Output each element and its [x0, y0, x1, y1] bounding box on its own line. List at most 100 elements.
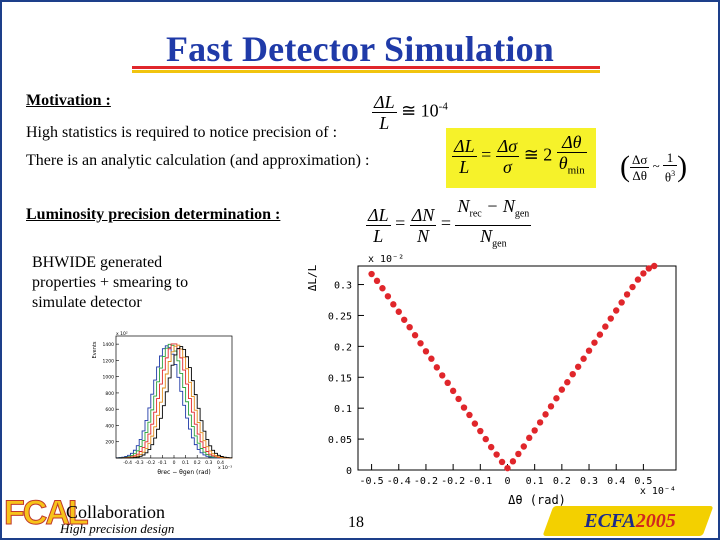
eq4-c-num-mid: − N — [481, 196, 515, 216]
data-point — [466, 411, 473, 419]
data-point — [482, 435, 489, 443]
data-point — [379, 285, 386, 292]
data-point — [574, 363, 582, 370]
eq2-mid-den: σ — [503, 156, 512, 177]
eq4-c-sub-gen: gen — [514, 208, 530, 220]
eq3-lhs-num: Δσ — [630, 151, 650, 168]
hist-x-axis-label: θrec − θgen (rad) — [157, 469, 210, 476]
eq4-b-den: N — [417, 225, 430, 246]
eq1-relation: ≅ 10 — [401, 100, 439, 121]
title-underline-red — [132, 66, 600, 69]
title-underline-yellow — [132, 70, 600, 73]
x-tick-label: -0.2 — [441, 476, 465, 487]
data-point — [520, 443, 527, 450]
data-point — [471, 420, 479, 427]
hist-y-tick-label: 1400 — [103, 342, 115, 348]
eq2-lhs-num: ΔL — [452, 135, 477, 157]
data-point — [373, 277, 381, 285]
data-point — [618, 299, 625, 306]
data-point — [504, 464, 511, 472]
data-point — [596, 331, 604, 338]
hist-x-tick-label: 0.3 — [205, 460, 212, 466]
data-point — [444, 379, 451, 387]
page-number: 18 — [348, 514, 364, 531]
x-tick-label: -0.4 — [387, 476, 411, 487]
data-point — [460, 404, 468, 411]
hist-x-tick-label: -0.3 — [135, 460, 144, 466]
data-point — [417, 340, 424, 347]
eq4-a-num: ΔL — [366, 204, 391, 226]
data-point — [411, 332, 419, 339]
data-point — [422, 348, 430, 355]
data-point — [498, 458, 506, 466]
hist-y-axis-label: Events — [92, 341, 98, 358]
bhwide-line-1: BHWIDE generated — [32, 254, 163, 271]
eq4-c-den: N — [480, 225, 493, 246]
hist-y-tick-label: 800 — [105, 391, 114, 397]
fcal-logo: FCAL — [4, 494, 90, 533]
data-point — [526, 434, 533, 442]
resolution-histogram-chart: 1400 1200 1000 800 600 400 200 -0.4 -0.3 -0.2 -0.1… — [90, 330, 240, 480]
eq2-rhs-den: θ — [558, 153, 568, 173]
x-axis-exponent: x 10⁻⁴ — [640, 486, 676, 497]
data-point — [487, 443, 495, 451]
high-stats-text: High statistics is required to notice pr… — [26, 124, 338, 141]
eq4-c-sub-rec: rec — [469, 208, 482, 220]
eq2-lhs-den: L — [459, 156, 470, 177]
data-point — [564, 379, 571, 386]
hist-x-tick-label: -0.1 — [158, 460, 167, 466]
collaboration-subtitle: High precision design — [60, 521, 175, 536]
eq1-numerator: ΔL — [372, 92, 397, 113]
data-point — [651, 262, 658, 270]
eq4-equals-2: = — [440, 213, 451, 234]
plot-frame — [357, 265, 677, 471]
data-point — [433, 364, 441, 371]
y-axis-label: ΔL/L — [306, 264, 319, 291]
data-point — [455, 395, 462, 403]
eq3-rhs-den: θ — [664, 169, 672, 185]
eq1-denominator: L — [379, 113, 390, 133]
data-point — [602, 323, 609, 330]
data-point — [547, 403, 555, 410]
y-tick-label: 0 — [346, 466, 352, 477]
hist-y-tick-label: 1000 — [103, 375, 115, 381]
eq4-b-num: ΔN — [409, 204, 437, 226]
x-tick-label: -0.1 — [468, 476, 492, 487]
data-point — [428, 355, 435, 362]
data-point — [634, 276, 642, 283]
y-tick-label: 0.1 — [334, 404, 352, 415]
hist-x-axis-exponent: x 10⁻³ — [218, 465, 232, 471]
equation-precision: ΔL L ≅ 10-4 — [372, 92, 448, 133]
x-tick-label: 0 — [504, 476, 510, 487]
data-point — [384, 293, 392, 300]
eq4-equals-1: = — [395, 213, 406, 234]
hist-y-tick-label: 200 — [105, 440, 114, 446]
eq2-rhs-prefix: ≅ 2 — [523, 144, 553, 165]
eq4-c-den-sub: gen — [492, 238, 507, 250]
eq3-exponent: 3 — [671, 169, 676, 178]
data-point — [640, 270, 647, 277]
hist-x-tick-label: 0 — [173, 460, 176, 466]
data-point — [406, 324, 413, 331]
data-point — [395, 308, 402, 315]
data-point — [607, 315, 614, 322]
x-tick-label: 0.5 — [634, 476, 652, 487]
y-tick-label: 0.3 — [334, 281, 352, 292]
y-tick-label: 0.2 — [334, 342, 352, 353]
data-point — [368, 270, 375, 278]
hist-x-tick-label: 0.2 — [194, 460, 201, 466]
data-point — [585, 347, 593, 354]
data-point — [613, 307, 620, 314]
equation-highlight — [446, 128, 596, 188]
data-point — [591, 339, 598, 346]
hist-series-line — [116, 346, 233, 459]
y-tick-label: 0.15 — [328, 373, 352, 384]
ecfa-year: 2005 — [635, 510, 676, 532]
motivation-label: Motivation : — [26, 92, 111, 109]
eq3-lhs-den: Δθ — [632, 167, 647, 183]
data-point — [558, 386, 566, 393]
data-point — [515, 450, 522, 458]
data-point — [629, 283, 636, 291]
x-tick-label: 0.4 — [607, 476, 625, 487]
